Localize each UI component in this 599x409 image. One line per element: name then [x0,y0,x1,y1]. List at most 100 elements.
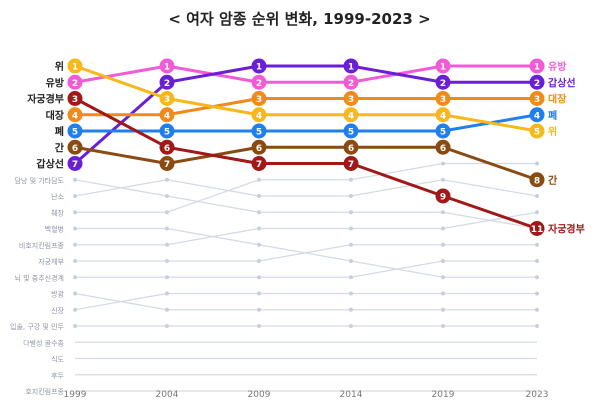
rank-point-방광-2004 [165,307,169,312]
rank-number-유방-2014: 2 [348,79,354,89]
rank-marker-유방-2014 [343,74,359,90]
rank-number-폐-2004: 5 [164,128,170,138]
rank-point-입술-구강-및-인두-2014 [349,324,353,328]
right-label-위: 위 [548,125,557,138]
rank-point-뇌-및-중추신경계-1999 [73,275,77,280]
rank-point-췌장-2004 [165,210,169,215]
series-위: 134 4 45 위위 [55,58,557,139]
rank-marker-간-2014 [343,139,359,155]
rank-point-방광-2014 [349,307,353,312]
rank-number-유방-2023: 1 [534,63,540,73]
rank-number-갑상선-2014: 1 [348,63,354,73]
rank-point-비호지킨림프종-1999 [73,242,77,247]
rank-marker-대장-1999 [67,107,83,123]
rank-point-백혈병-2019 [441,275,445,280]
right-label-자궁경부: 자궁경부 [548,223,585,236]
rank-point-담낭-및-기타담도-2004 [165,194,169,198]
rank-marker-갑상선-1999 [67,156,83,171]
rank-marker-자궁경부-2019 [435,188,451,204]
series-line-폐 [75,113,538,133]
rank-point-췌장-1999 [73,210,77,215]
rank-number-위-2019: 4 [440,111,446,121]
series-line-위 [74,64,538,133]
series-다발성-골수종: 다발성 골수종 [23,338,537,347]
rank-point-췌장-2019 [441,161,445,166]
series-췌장: 췌장 [51,161,539,217]
rank-point-입술-구강-및-인두-2019 [441,324,445,328]
rank-marker-간-2023 [529,172,545,188]
series-line-담낭-및-기타담도 [74,179,538,230]
rank-marker-갑상선-2014 [343,58,359,74]
rank-number-대장-2019: 3 [440,95,446,105]
rank-number-폐-2023: 4 [534,111,540,121]
rank-number-위-2014: 4 [348,111,354,121]
rank-marker-갑상선-2019 [435,74,451,90]
series-line-췌장 [75,162,537,213]
left-label-췌장: 췌장 [51,208,64,217]
rank-marker-유방-2009 [251,74,267,90]
left-label-난소: 난소 [51,192,64,201]
series-뇌-및-중추신경계: 뇌 및 중추신경계 [14,259,539,282]
rank-number-갑상선-2019: 2 [440,79,446,89]
rank-point-자궁체부-1999 [73,259,77,263]
x-tick-label-2014: 2014 [340,390,363,400]
rank-point-난소-2019 [441,177,445,182]
rank-point-난소-2009 [257,194,261,198]
series-line-비호지킨림프종 [75,211,538,246]
rank-marker-유방-2004 [159,58,175,74]
rank-number-자궁경부-2019: 9 [440,193,446,203]
rank-point-방광-2023 [535,307,539,312]
rank-point-백혈병-1999 [73,226,77,231]
rank-point-비호지킨림프종-2023 [535,210,539,215]
rank-point-난소-1999 [73,194,77,198]
rank-point-신장-1999 [73,307,77,312]
rank-number-자궁경부-2009: 7 [256,160,262,170]
rank-number-자궁경부-2023: 11 [531,225,544,235]
rank-point-방광-2009 [257,307,261,312]
series-간: 676 6 68 간간 [55,139,558,188]
rank-point-입술-구강-및-인두-2004 [165,324,169,328]
rank-point-자궁체부-2009 [257,259,261,263]
rank-marker-대장-2009 [251,91,267,106]
left-label-뇌-및-중추신경계: 뇌 및 중추신경계 [14,273,64,282]
rank-point-백혈병-2014 [349,259,353,263]
rank-marker-폐-2004 [159,123,175,139]
series-백혈병: 백혈병 [45,225,539,280]
rank-number-유방-2004: 1 [164,63,170,73]
rank-point-방광-2019 [441,307,445,312]
rank-point-백혈병-2004 [165,226,169,231]
left-label-유방: 유방 [46,76,65,89]
rank-marker-자궁경부-2014 [343,156,359,171]
series-line-난소 [74,179,538,197]
rank-number-유방-1999: 2 [72,79,78,89]
left-label-위: 위 [55,60,64,73]
rank-marker-자궁경부-2004 [159,139,175,155]
series-line-간 [74,145,538,182]
rank-point-신장-2019 [441,291,445,296]
rank-marker-폐-1999 [67,123,83,139]
rank-point-난소-2014 [349,194,353,198]
rank-number-대장-2014: 3 [348,95,354,105]
series-폐: 5 5 5 5 54 폐폐 [55,107,557,139]
x-tick-label-2004: 2004 [156,390,179,400]
right-label-간: 간 [548,174,558,187]
rank-marker-자궁경부-1999 [67,91,83,106]
rank-marker-갑상선-2004 [159,74,175,90]
rank-marker-갑상선-2009 [251,58,267,74]
rank-point-백혈병-2023 [535,275,539,280]
rank-number-위-2023: 5 [534,128,540,138]
x-tick-label-2009: 2009 [248,390,271,400]
series-line-유방 [74,64,537,84]
rank-point-방광-1999 [73,291,77,296]
rank-number-갑상선-2009: 1 [256,63,262,73]
rank-point-입술-구강-및-인두-2009 [257,324,261,328]
rank-marker-유방-1999 [67,74,83,90]
rank-marker-위-2009 [251,107,267,123]
